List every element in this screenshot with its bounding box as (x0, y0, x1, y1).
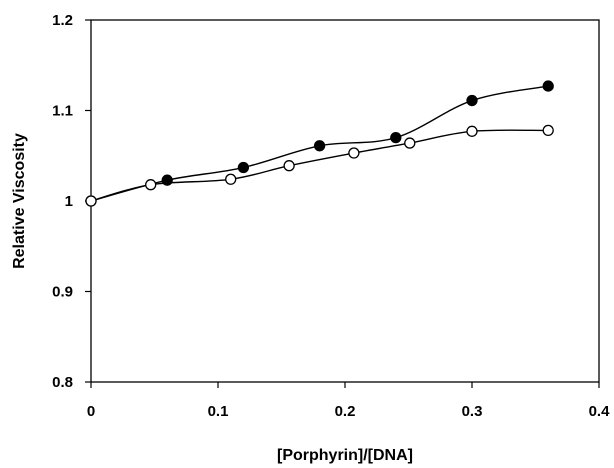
data-point-open (85, 195, 97, 207)
plot-area-frame (90, 19, 600, 383)
data-point-open (404, 137, 416, 149)
series-layer (85, 80, 554, 207)
series-2 (85, 124, 554, 207)
y-axis-title: Relative Viscosity (11, 133, 28, 269)
x-axis-title: [Porphyrin]/[DNA] (277, 447, 413, 464)
data-point-open (145, 179, 157, 191)
x-tick-label: 0 (87, 403, 95, 420)
data-point-open (225, 173, 237, 185)
x-tick-label: 0.2 (335, 403, 356, 420)
x-tick-label: 0.4 (589, 403, 611, 420)
data-point-filled (237, 161, 250, 174)
data-point-open (542, 124, 554, 137)
series-1 (85, 80, 554, 207)
y-tick-label: 0.9 (52, 284, 73, 301)
data-point-filled (466, 94, 478, 107)
data-point-open (348, 147, 360, 159)
data-point-filled (390, 131, 402, 144)
y-tick-label: 1 (65, 193, 73, 210)
x-tick-label: 0.1 (208, 403, 229, 420)
y-tick-label: 1.1 (52, 103, 73, 120)
x-axis-ticks: 0 0.1 0.2 0.3 0.4 (87, 382, 610, 420)
data-point-open (466, 125, 478, 137)
x-tick-label: 0.3 (462, 403, 483, 420)
y-axis-ticks: 0.8 0.9 1 1.1 1.2 (52, 12, 91, 391)
data-point-filled (313, 140, 326, 152)
data-point-filled (542, 80, 554, 92)
y-tick-label: 1.2 (52, 12, 73, 29)
data-point-open (283, 160, 295, 172)
y-tick-label: 0.8 (52, 374, 73, 391)
